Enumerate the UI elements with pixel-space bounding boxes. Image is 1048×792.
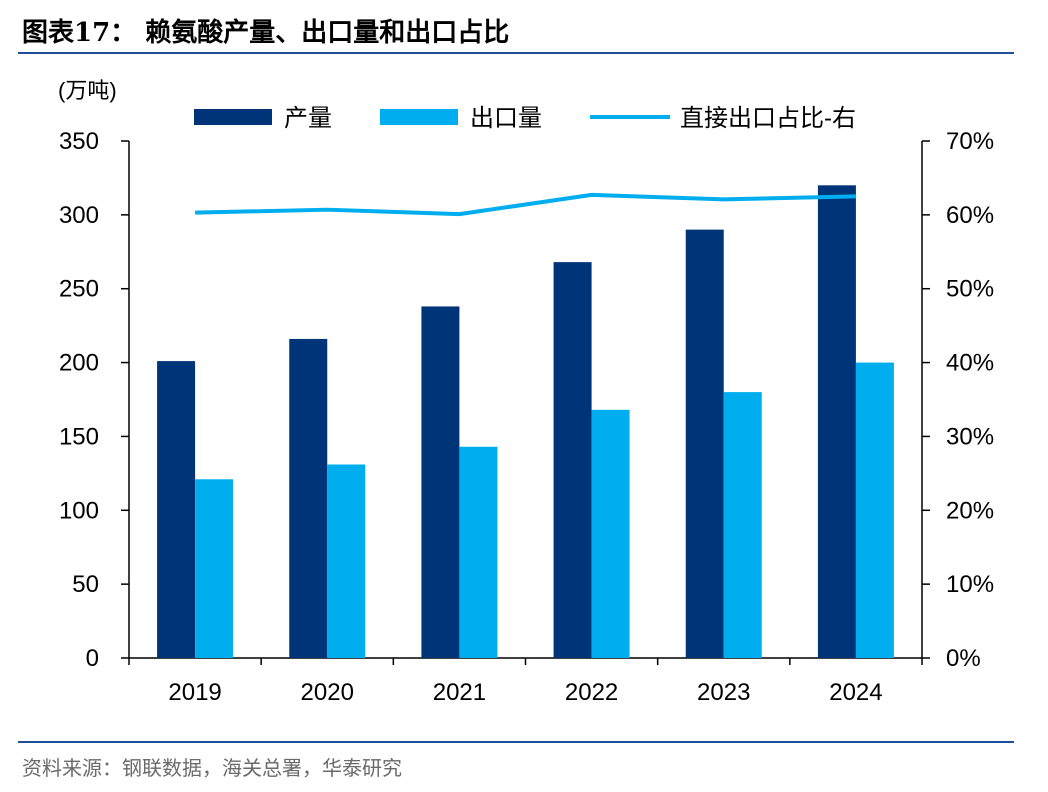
axes-group: 0 50 100 150 200 250 300 350 0% 10% 20% 30% 40% 50% 60…	[59, 128, 994, 706]
legend-label-1: 出口量	[470, 105, 542, 132]
bar-export-2024	[855, 362, 894, 658]
bar-export-2022	[591, 409, 630, 658]
title-divider	[18, 52, 1014, 54]
bar-production-2022	[553, 262, 592, 658]
bar-production-2020	[289, 338, 328, 658]
bar-export-2020	[327, 464, 366, 658]
left-tick-label: 50	[72, 571, 99, 598]
left-tick-label: 200	[59, 350, 99, 377]
left-tick-label: 100	[59, 497, 99, 524]
x-tick-label: 2020	[301, 679, 354, 706]
source-divider	[18, 741, 1014, 743]
source-note: 资料来源：钢联数据，海关总署，华泰研究	[22, 756, 402, 780]
bar-production-2023	[685, 229, 724, 658]
bar-export-2023	[723, 392, 762, 658]
right-tick-label: 10%	[946, 571, 994, 598]
chart-title: 图表17： 赖氨酸产量、出口量和出口占比	[22, 18, 510, 48]
bar-production-2021	[421, 306, 460, 658]
right-tick-label: 40%	[946, 350, 994, 377]
right-tick-label: 60%	[946, 202, 994, 229]
legend-label-0: 产量	[284, 105, 332, 132]
left-tick-label: 0	[86, 645, 99, 672]
left-tick-label: 350	[59, 128, 99, 155]
x-tick-label: 2021	[433, 679, 486, 706]
bar-production-2024	[817, 185, 856, 659]
lysine-chart: 0 50 100 150 200 250 300 350 0% 10% 20% 30% 40% 50% 60…	[58, 78, 994, 706]
right-tick-label: 0%	[946, 645, 981, 672]
left-tick-label: 250	[59, 276, 99, 303]
legend-group: 产量 出口量 直接出口占比-右	[194, 105, 856, 132]
x-tick-label: 2024	[829, 679, 882, 706]
left-tick-label: 300	[59, 202, 99, 229]
bar-export-2019	[195, 479, 234, 658]
right-tick-label: 20%	[946, 497, 994, 524]
y-axis-label: (万吨)	[58, 78, 117, 103]
bars-group	[157, 185, 894, 659]
export-share-line	[195, 192, 856, 217]
legend-label-2: 直接出口占比-右	[680, 105, 856, 132]
line-group	[194, 192, 857, 217]
right-tick-label: 70%	[946, 128, 994, 155]
legend-swatch-1	[380, 109, 458, 125]
x-tick-label: 2023	[697, 679, 750, 706]
bar-production-2019	[157, 361, 196, 658]
x-tick-label: 2019	[168, 679, 221, 706]
bar-export-2021	[459, 446, 498, 658]
legend-swatch-0	[194, 109, 272, 125]
left-tick-label: 150	[59, 423, 99, 450]
x-tick-label: 2022	[565, 679, 618, 706]
right-tick-label: 30%	[946, 423, 994, 450]
right-tick-label: 50%	[946, 276, 994, 303]
